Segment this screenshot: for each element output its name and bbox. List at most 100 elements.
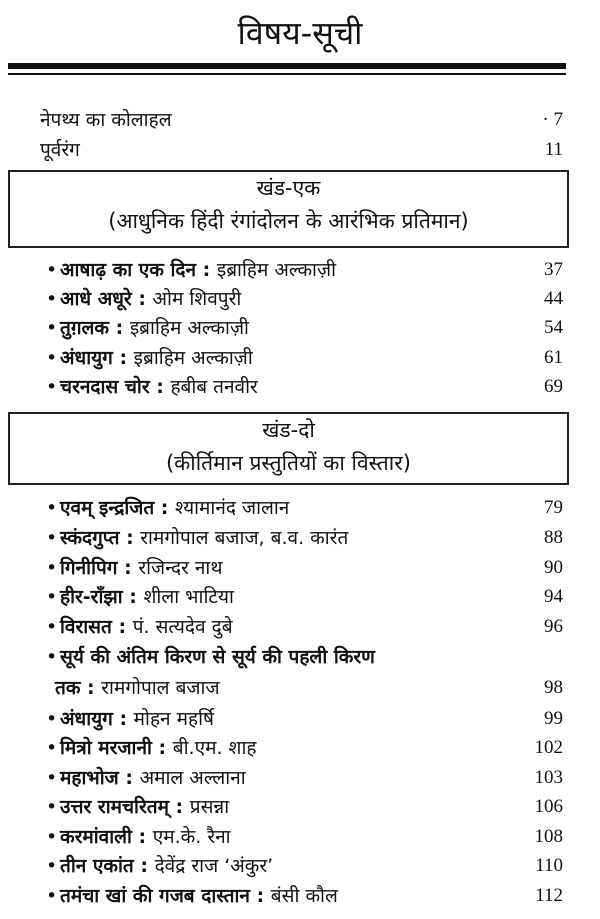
separator: : (131, 826, 153, 848)
entry-director: श्यामानंद जालान (175, 497, 290, 519)
entry-director: अमाल अल्लाना (139, 767, 246, 789)
toc-entry: • स्कंदगुप्त : रामगोपाल बजाज, ब.व. कारंत 8… (0, 523, 600, 553)
section-subtitle: (आधुनिक हिंदी रंगांदोलन के आरंभिक प्रतिम… (108, 209, 469, 233)
bullet-icon: • (46, 259, 58, 281)
section-header: खंड-एक (आधुनिक हिंदी रंगांदोलन के आरंभिक … (8, 170, 569, 248)
bullet-icon: • (46, 347, 58, 369)
toc-entry: • तमंचा खां की गजब दास्तान : बंसी कौल 112 (0, 881, 600, 911)
entry-text: • सूर्य की अंतिम किरण से सूर्य की पहली कि… (46, 642, 375, 672)
page-number: 98 (544, 677, 563, 698)
bullet-icon: • (46, 737, 58, 759)
separator: : (119, 527, 141, 549)
entry-director: मोहन महर्षि (133, 708, 214, 730)
entry-text: पूर्वरंग (40, 135, 80, 165)
entry-title: हीर-राँझा (60, 586, 123, 608)
separator: : (122, 586, 144, 608)
entry-text: • तुग़लक : इब्राहिम अल्काज़ी (46, 313, 249, 343)
toc-entry: • आधे अधूरे : ओम शिवपुरी 44 (0, 284, 600, 314)
entry-title: एवम् इन्द्रजित (60, 497, 155, 519)
toc-entry: • गिनीपिग : रजिन्दर नाथ 90 (0, 553, 600, 583)
entry-director: प्रसन्ना (189, 796, 230, 818)
entry-director: रामगोपाल बजाज, ब.व. कारंत (140, 527, 349, 549)
separator: : (109, 317, 130, 339)
toc-entry: • मित्रो मरजानी : बी.एम. शाह 102 (0, 733, 600, 763)
page-number: 11 (544, 139, 563, 160)
separator: : (168, 796, 190, 818)
bullet-icon: • (46, 616, 58, 638)
entry-text: • चरनदास चोर : हबीब तनवीर (46, 372, 258, 402)
bullet-icon: • (46, 855, 58, 877)
title-rule-thin (8, 73, 566, 75)
bullet-icon: • (46, 767, 58, 789)
separator: : (131, 288, 153, 310)
section-heading: खंड-एक (256, 176, 321, 200)
entry-title: आधे अधूरे (60, 288, 132, 310)
entry-title: अंधायुग (60, 347, 113, 369)
entry-title: तमंचा खां की गजब दास्तान (60, 885, 250, 907)
entry-director: इब्राहिम अल्काज़ी (129, 317, 249, 339)
toc-entry: • तीन एकांत : देवेंद्र राज ‘अंकुर’ 110 (0, 851, 600, 881)
entry-director: ओम शिवपुरी (152, 288, 242, 310)
entry-title: पूर्वरंग (40, 139, 80, 161)
entry-title: करमांवाली (60, 826, 132, 848)
entry-title: गिनीपिग (60, 557, 118, 579)
bullet-icon: • (46, 497, 58, 519)
toc-entry: तक : रामगोपाल बजाज 98 (0, 673, 600, 703)
entry-title: विरासत (60, 616, 112, 638)
entry-text: • हीर-राँझा : शीला भाटिया (46, 582, 234, 612)
page-number: 69 (544, 376, 563, 397)
page-title: विषय-सूची (237, 14, 363, 52)
toc-entry: • चरनदास चोर : हबीब तनवीर 69 (0, 372, 600, 402)
separator: : (117, 557, 139, 579)
bullet-icon: • (46, 317, 58, 339)
toc-entry: • सूर्य की अंतिम किरण से सूर्य की पहली कि… (0, 642, 600, 672)
separator: : (112, 347, 134, 369)
separator: : (111, 616, 133, 638)
entry-text: • तीन एकांत : देवेंद्र राज ‘अंकुर’ (46, 851, 273, 881)
page-number: 37 (544, 259, 563, 280)
toc-entry: • विरासत : पं. सत्यदेव दुबे 96 (0, 612, 600, 642)
bullet-icon: • (46, 376, 58, 398)
entry-text: • तमंचा खां की गजब दास्तान : बंसी कौल (46, 881, 338, 911)
page-number: 94 (544, 586, 563, 607)
separator: : (80, 677, 102, 699)
separator: : (112, 708, 134, 730)
bullet-icon: • (46, 288, 58, 310)
entry-text: • महाभोज : अमाल अल्लाना (46, 763, 246, 793)
page-number: 110 (535, 855, 563, 876)
separator: : (118, 767, 140, 789)
page-number: 99 (544, 708, 563, 729)
bullet-icon: • (46, 557, 58, 579)
entry-text: • आषाढ़ का एक दिन : इब्राहिम अल्काज़ी (46, 255, 336, 285)
bullet-icon: • (46, 527, 58, 549)
title-rule-thick (8, 63, 566, 69)
entry-text: • अंधायुग : इब्राहिम अल्काज़ी (46, 343, 253, 373)
separator: : (151, 737, 173, 759)
section-subtitle: (कीर्तिमान प्रस्तुतियों का विस्तार) (165, 451, 411, 475)
entry-director: रामगोपाल बजाज (101, 677, 220, 699)
page-number: 106 (534, 796, 564, 817)
toc-entry: • करमांवाली : एम.के. रैना 108 (0, 822, 600, 852)
page-number: 88 (544, 527, 563, 548)
separator: : (154, 497, 176, 519)
toc-entry: • महाभोज : अमाल अल्लाना 103 (0, 763, 600, 793)
entry-title: महाभोज (60, 767, 119, 789)
section-heading: खंड-दो (262, 418, 315, 442)
page-number: 61 (544, 347, 563, 368)
entry-director: एम.के. रैना (152, 826, 231, 848)
entry-text: • विरासत : पं. सत्यदेव दुबे (46, 612, 233, 642)
bullet-icon: • (46, 826, 58, 848)
entry-text: • स्कंदगुप्त : रामगोपाल बजाज, ब.व. कारंत (46, 523, 348, 553)
entry-text: • मित्रो मरजानी : बी.एम. शाह (46, 733, 256, 763)
toc-entry: नेपथ्य का कोलाहल · 7 (0, 105, 600, 135)
toc-entry: • एवम् इन्द्रजित : श्यामानंद जालान 79 (0, 493, 600, 523)
entry-text: • आधे अधूरे : ओम शिवपुरी (46, 284, 241, 314)
entry-title: स्कंदगुप्त (60, 527, 120, 549)
toc-entry: • हीर-राँझा : शीला भाटिया 94 (0, 582, 600, 612)
entry-title: अंधायुग (60, 708, 113, 730)
entry-director: शीला भाटिया (143, 586, 234, 608)
entry-director: बी.एम. शाह (172, 737, 257, 759)
entry-text: तक : रामगोपाल बजाज (55, 673, 220, 703)
entry-director: इब्राहिम अल्काज़ी (133, 347, 253, 369)
page-number: 79 (544, 497, 563, 518)
